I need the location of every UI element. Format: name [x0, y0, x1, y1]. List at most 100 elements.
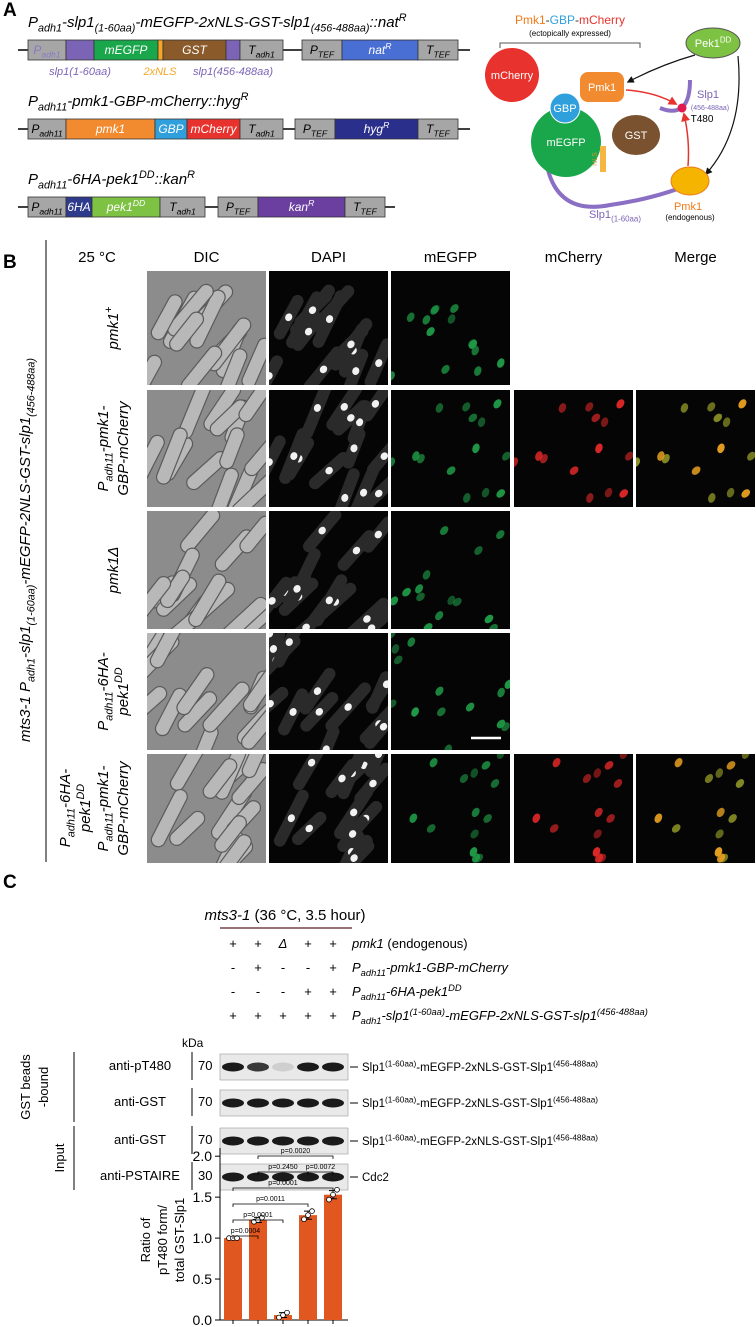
text-part: (456-488aa) [553, 1133, 598, 1142]
text-part: R [241, 91, 249, 103]
signal [691, 466, 701, 475]
text-part: adh11 [361, 968, 386, 978]
text-part: DD [139, 169, 155, 181]
row-label: Padh11-pmk1- GBP-mCherry [95, 760, 132, 856]
micrograph-bg [391, 271, 510, 385]
condition-mark: + [254, 960, 262, 975]
segment-label: TTEF [426, 122, 450, 139]
text-part: (1-60aa) [410, 1007, 445, 1017]
nucleus [285, 638, 293, 647]
signal [747, 451, 755, 461]
gst-label: GST [625, 130, 648, 142]
text-part: (456-488aa) [597, 1007, 648, 1017]
band [222, 1098, 244, 1108]
text-part: (456-488aa) [553, 1059, 598, 1068]
signal [532, 813, 541, 823]
cell [147, 633, 163, 654]
segment-label: pmk1 [95, 122, 125, 136]
segment-label: TTEF [353, 200, 377, 217]
row-label-line: Padh11-pmk1- [95, 406, 116, 492]
text-part: pmk1 [351, 936, 384, 951]
signal [728, 814, 737, 823]
data-point [334, 1186, 340, 1193]
slp1-n-label: Slp1(1-60aa) [589, 209, 641, 223]
segment-label: 6HA [67, 200, 90, 214]
text-part: P [57, 837, 74, 847]
segment-label: GBP [158, 122, 183, 136]
nucleus [375, 359, 383, 367]
signal [463, 493, 471, 503]
nucleus [325, 596, 333, 605]
text-part: TEF [311, 129, 328, 139]
y-tick-label: 0.0 [193, 1312, 213, 1327]
nucleus [350, 854, 358, 862]
nucleus [338, 774, 346, 783]
signal [447, 314, 456, 324]
text-part: -pmk1- [95, 406, 112, 453]
strain-group: mts3-1 Padh1-slp1(1-60aa)-mEGFP-2NLS-GST… [17, 358, 38, 742]
cell [202, 681, 250, 733]
micrograph-bg [636, 390, 755, 507]
cell [220, 348, 248, 385]
cell [147, 575, 172, 626]
antibody-label: anti-pT480 [109, 1058, 171, 1073]
signal [470, 768, 479, 778]
text-part: TEF [361, 207, 378, 217]
data-point [280, 1312, 286, 1318]
micrograph-bg [391, 511, 510, 629]
y-label-line: total GST-Slp1 [172, 1198, 187, 1283]
text-part: mCherry [579, 13, 625, 27]
condition-mark: + [229, 936, 237, 951]
text-part: -mEGFP-2xNLS-GST-slp1 [135, 14, 310, 31]
panel-label: B [3, 252, 17, 273]
text-part: (1-60aa) [385, 1095, 416, 1104]
signal [471, 807, 480, 818]
segment-label: natR [369, 41, 392, 57]
nucleus [269, 372, 273, 380]
text-part: adh11 [361, 992, 386, 1002]
signal [625, 451, 633, 461]
text-part: P [352, 984, 361, 999]
text-part: DD [113, 667, 125, 683]
nucleus [350, 444, 358, 453]
nucleus [318, 526, 326, 535]
data-point [301, 1216, 307, 1223]
significance-bracket [232, 1187, 334, 1191]
cell [231, 469, 266, 507]
signal [423, 623, 433, 629]
construct-segment [159, 196, 206, 218]
column-header: DAPI [311, 249, 346, 266]
nucleus [290, 452, 298, 460]
nucleus [322, 745, 330, 750]
text-part: - [575, 13, 579, 27]
signal [435, 403, 444, 413]
signal [422, 315, 431, 325]
text-part: -mEGFP-2NLS-GST-slp1 [17, 417, 34, 585]
construct-segment [239, 39, 284, 61]
micrograph [514, 390, 633, 507]
text-part: Pmk1 [515, 13, 546, 27]
text-part: P [33, 43, 41, 57]
nucleus [293, 584, 301, 593]
pmk1-shape [580, 72, 624, 102]
nucleus [352, 367, 360, 376]
p-value: p=0.0001 [243, 1212, 272, 1219]
construct-title: Padh11-pmk1-GBP-mCherry::hygR [28, 91, 249, 114]
nls-label: NLS [592, 152, 599, 166]
signal [444, 744, 452, 750]
band [322, 1172, 344, 1182]
row-label-line: GBP-mCherry [115, 760, 132, 856]
condition-mark: - [281, 984, 285, 999]
micrograph-bg [391, 754, 510, 863]
micrograph [269, 633, 388, 750]
condition-mark: + [304, 936, 312, 951]
text-part: P [226, 200, 234, 214]
signal [415, 584, 424, 594]
text-part: mts3-1 [204, 907, 250, 924]
condition-mark: Δ [278, 936, 288, 951]
text-part: -mEGFP-2xNLS-GST-Slp1 [416, 1136, 553, 1148]
text-part: (36 °C, 3.5 hour) [250, 907, 365, 924]
cell [202, 758, 238, 799]
cell [238, 390, 266, 423]
